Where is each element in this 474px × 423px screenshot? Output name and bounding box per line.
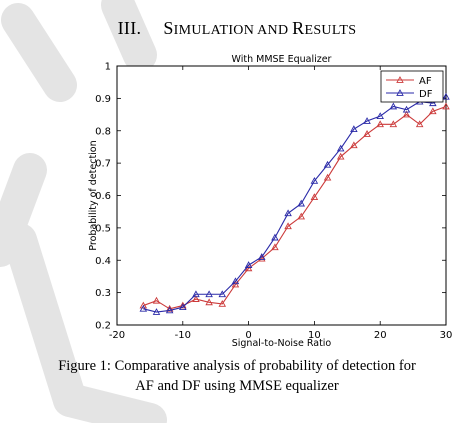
legend-label-af: AF [419,76,432,87]
data-point-af [402,110,411,118]
legend-label-df: DF [419,89,433,100]
data-point-af [284,222,292,230]
section-heading: III. SIMULATION AND RESULTS [0,18,474,39]
data-point-af [442,102,450,110]
y-tick-label: 0.8 [95,126,111,137]
data-point-df [297,199,306,207]
data-point-df [442,92,450,100]
data-point-af [244,264,253,272]
data-point-df [389,102,398,110]
data-point-df [376,112,384,120]
figure-caption: Figure 1: Comparative analysis of probab… [0,356,474,396]
chart-title: With MMSE Equalizer [232,54,332,65]
y-tick-label: 1 [105,62,111,73]
data-point-af [415,120,424,128]
data-point-af [205,298,213,306]
data-point-df [284,209,292,217]
data-point-af [350,141,358,149]
data-point-df [218,290,227,298]
section-title-imulation: IMULATION AND [173,23,293,38]
data-point-df [336,144,345,152]
data-point-af [389,120,398,128]
data-point-df [323,160,332,168]
legend-marker-af [396,76,404,83]
legend-box [380,70,444,103]
data-point-df [179,303,187,311]
data-point-df [363,117,371,124]
y-tick-label: 0.9 [95,94,111,105]
y-tick-label: 0.5 [95,223,111,234]
data-point-af [218,300,227,307]
data-point-df [429,99,437,107]
x-tick-label: 0 [245,330,251,341]
y-tick-label: 0.6 [95,191,111,202]
data-point-df [310,177,319,184]
x-tick-label: -10 [175,330,191,341]
y-tick-label: 0.3 [95,288,111,299]
section-title-r: R [292,18,305,38]
y-axis-label: Probability of detection [88,140,99,250]
caption-line-2: AF and DF using MMSE equalizer [135,378,339,394]
data-point-af [139,301,148,309]
data-point-df [402,105,411,113]
data-point-af [363,130,371,137]
plot-frame [116,65,447,326]
section-title-s: S [163,18,174,38]
data-point-df [350,125,358,132]
data-point-af [429,107,437,115]
legend-marker-df [396,89,404,96]
y-tick-label: 0.7 [95,159,111,170]
x-tick-label: 20 [374,330,387,341]
caption-line-1: Figure 1: Comparative analysis of probab… [58,358,416,374]
data-point-af [271,243,279,251]
x-axis-label: Signal-to-Noise Ratio [232,338,332,349]
data-point-af [376,120,384,128]
data-point-af [152,296,161,304]
data-point-df [257,253,266,260]
data-point-df [165,306,174,314]
data-point-af [297,212,306,220]
data-point-df [244,261,253,268]
section-title-esults: ESULTS [304,23,357,38]
y-tick-label: 0.2 [95,321,111,332]
data-point-af [165,304,174,312]
section-number: III. [117,18,142,38]
data-point-af [323,173,332,181]
data-point-df [139,304,148,312]
data-point-af [336,152,345,160]
y-tick-label: 0.4 [95,256,111,267]
x-tick-label: 30 [440,330,453,341]
data-point-af [310,193,319,200]
data-point-af [192,295,200,302]
data-point-df [152,308,161,315]
data-point-df [192,290,200,298]
data-point-df [271,233,279,241]
data-point-df [231,277,240,285]
data-point-af [231,280,240,288]
x-tick-label: -20 [109,330,125,341]
x-tick-label: 10 [308,330,321,341]
data-point-df [205,290,213,298]
